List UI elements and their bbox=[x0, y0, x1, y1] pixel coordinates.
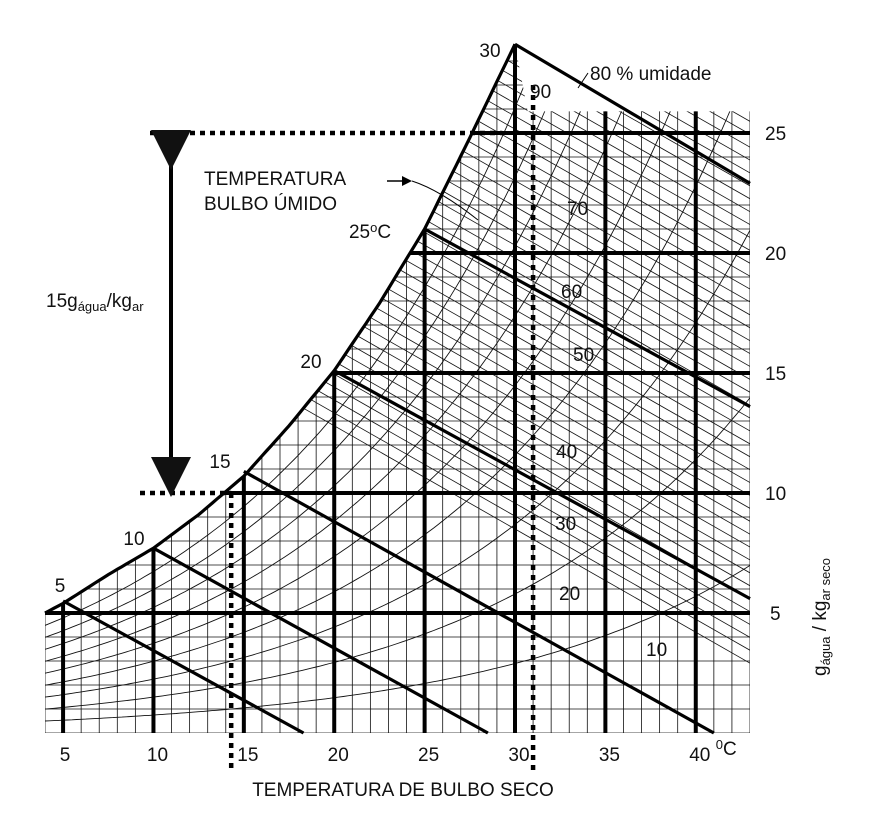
x-tick-labels: 5 10 15 20 25 30 35 40 0C bbox=[60, 737, 737, 766]
wet-bulb-labels: 5 10 15 20 25oC 30 bbox=[55, 41, 501, 597]
fine-grid-diagonal bbox=[854, 13, 870, 733]
rh-label: 10 bbox=[646, 640, 667, 661]
rh-curve bbox=[45, 44, 750, 674]
fine-grid-diagonal bbox=[831, 13, 870, 733]
x-tick-label: 5 bbox=[60, 745, 71, 766]
x-tick-label: 35 bbox=[599, 745, 620, 766]
wet-bulb-label-line2: BULBO ÚMIDO bbox=[204, 193, 337, 215]
x-tick-label: 30 bbox=[508, 745, 529, 766]
y-axis-label: gágua / kgar seco bbox=[810, 558, 833, 676]
y-tick-label: 25 bbox=[765, 124, 786, 145]
rh-label: 30 bbox=[555, 514, 576, 535]
wet-bulb-line bbox=[423, 227, 751, 409]
wet-bulb-line bbox=[243, 470, 715, 735]
wet-bulb-line bbox=[514, 42, 751, 185]
fine-grid-diagonal bbox=[740, 44, 750, 733]
relative-humidity-labels: 90 80 % umidade 70 60 50 40 30 20 10 bbox=[530, 64, 711, 661]
rh-label-leaders bbox=[577, 72, 589, 89]
y-tick-label: 5 bbox=[770, 604, 781, 625]
y-tick-label: 20 bbox=[765, 244, 786, 265]
y-tick-labels: 5 10 15 20 25 bbox=[765, 124, 786, 625]
wet-bulb-label: 10 bbox=[123, 529, 144, 550]
x-tick-label: 40 bbox=[689, 745, 710, 766]
wet-bulb-annotation-arrow bbox=[387, 176, 479, 221]
reading-lines bbox=[140, 85, 536, 770]
rh-label: 60 bbox=[561, 282, 582, 303]
wet-bulb-line bbox=[152, 546, 489, 735]
rh-label: 70 bbox=[567, 199, 588, 220]
rh-curve bbox=[45, 44, 750, 626]
y-tick-label: 15 bbox=[765, 364, 786, 385]
saturation-curve bbox=[44, 43, 517, 615]
wet-bulb-line bbox=[62, 599, 305, 735]
rh-curve bbox=[45, 229, 750, 698]
rh-label: 90 bbox=[530, 82, 551, 103]
rh-label: 40 bbox=[556, 442, 577, 463]
rh-label: 50 bbox=[573, 345, 594, 366]
x-tick-label: 20 bbox=[328, 745, 349, 766]
rh-curve bbox=[45, 565, 750, 722]
wet-bulb-label: 25oC bbox=[349, 220, 391, 243]
rh-curve bbox=[45, 397, 750, 710]
rh-curve bbox=[45, 44, 750, 650]
major-grid bbox=[45, 44, 750, 733]
wet-bulb-line bbox=[333, 369, 751, 601]
x-tick-label: 15 bbox=[237, 745, 258, 766]
rh-label: 80 % umidade bbox=[590, 64, 711, 85]
rh-label: 20 bbox=[559, 584, 580, 605]
rh-curve bbox=[45, 62, 750, 686]
wet-bulb-label: 15 bbox=[209, 452, 230, 473]
x-tick-label: 10 bbox=[147, 745, 168, 766]
wet-bulb-lines bbox=[62, 42, 751, 735]
x-tick-label: 25 bbox=[418, 745, 439, 766]
x-axis-label: TEMPERATURA DE BULBO SECO bbox=[252, 780, 554, 801]
wet-bulb-label: 20 bbox=[300, 352, 321, 373]
x-unit-label: 0C bbox=[716, 737, 737, 760]
delta-label: 15gágua/kgar bbox=[46, 291, 144, 314]
wet-bulb-label: 5 bbox=[55, 576, 66, 597]
wet-bulb-label: 30 bbox=[479, 41, 500, 62]
wet-bulb-label-line1: TEMPERATURA bbox=[204, 169, 346, 190]
y-tick-label: 10 bbox=[765, 484, 786, 505]
